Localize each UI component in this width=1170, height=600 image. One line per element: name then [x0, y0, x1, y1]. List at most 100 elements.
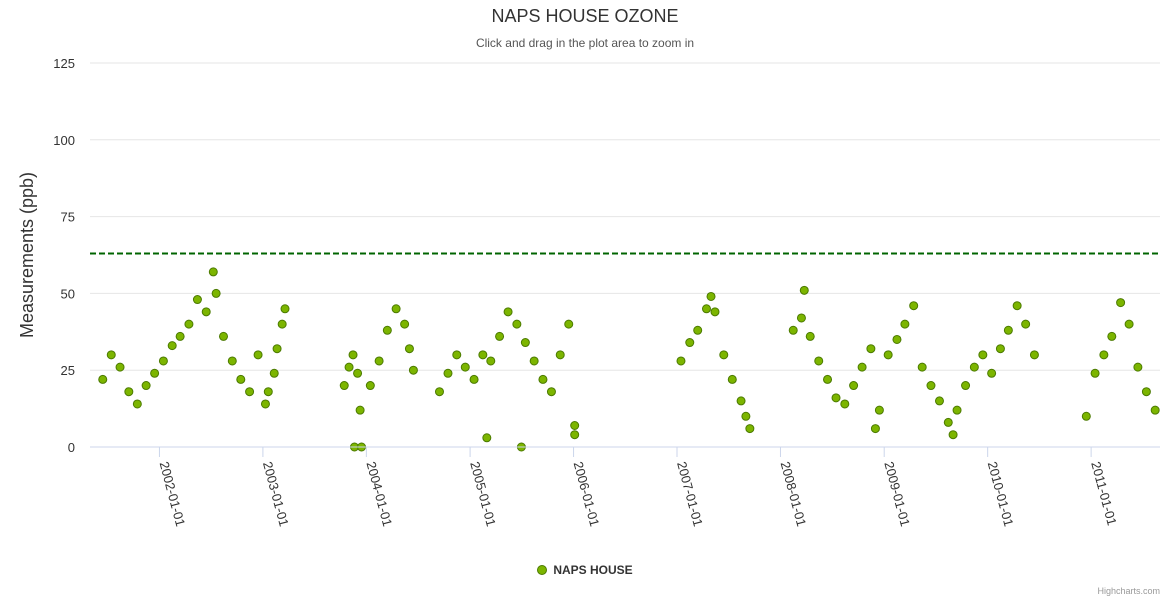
- data-point[interactable]: [365, 381, 375, 391]
- data-point[interactable]: [570, 420, 580, 430]
- data-point[interactable]: [1141, 387, 1151, 397]
- data-point[interactable]: [883, 350, 893, 360]
- data-point[interactable]: [727, 374, 737, 384]
- data-point[interactable]: [719, 350, 729, 360]
- data-point[interactable]: [184, 319, 194, 329]
- data-point[interactable]: [98, 374, 108, 384]
- data-point[interactable]: [201, 307, 211, 317]
- data-point[interactable]: [382, 325, 392, 335]
- data-point[interactable]: [710, 307, 720, 317]
- data-point[interactable]: [823, 374, 833, 384]
- data-point[interactable]: [564, 319, 574, 329]
- data-point[interactable]: [676, 356, 686, 366]
- data-point[interactable]: [495, 331, 505, 341]
- data-point[interactable]: [158, 356, 168, 366]
- data-point[interactable]: [529, 356, 539, 366]
- data-point[interactable]: [1081, 411, 1091, 421]
- data-point[interactable]: [236, 374, 246, 384]
- data-point[interactable]: [1133, 362, 1143, 372]
- data-point[interactable]: [452, 350, 462, 360]
- data-point[interactable]: [263, 387, 273, 397]
- data-point[interactable]: [391, 304, 401, 314]
- data-point[interactable]: [192, 295, 202, 305]
- data-point[interactable]: [150, 368, 160, 378]
- data-point[interactable]: [277, 319, 287, 329]
- data-point[interactable]: [1107, 331, 1117, 341]
- data-point[interactable]: [943, 417, 953, 427]
- data-point[interactable]: [870, 424, 880, 434]
- data-point[interactable]: [280, 304, 290, 314]
- data-point[interactable]: [124, 387, 134, 397]
- data-point[interactable]: [969, 362, 979, 372]
- data-point[interactable]: [219, 331, 229, 341]
- data-point[interactable]: [443, 368, 453, 378]
- data-point[interactable]: [404, 344, 414, 354]
- data-point[interactable]: [736, 396, 746, 406]
- data-point[interactable]: [132, 399, 142, 409]
- data-point[interactable]: [115, 362, 125, 372]
- data-point[interactable]: [1003, 325, 1013, 335]
- legend-item-naps-house[interactable]: NAPS HOUSE: [537, 563, 633, 577]
- data-point[interactable]: [857, 362, 867, 372]
- data-point[interactable]: [706, 291, 716, 301]
- data-point[interactable]: [272, 344, 282, 354]
- data-point[interactable]: [978, 350, 988, 360]
- data-point[interactable]: [555, 350, 565, 360]
- data-point[interactable]: [701, 304, 711, 314]
- data-point[interactable]: [227, 356, 237, 366]
- data-point[interactable]: [353, 368, 363, 378]
- data-point[interactable]: [987, 368, 997, 378]
- data-point[interactable]: [538, 374, 548, 384]
- data-point[interactable]: [175, 331, 185, 341]
- data-point[interactable]: [503, 307, 513, 317]
- data-point[interactable]: [693, 325, 703, 335]
- data-point[interactable]: [520, 338, 530, 348]
- data-point[interactable]: [1012, 301, 1022, 311]
- data-point[interactable]: [840, 399, 850, 409]
- data-point[interactable]: [141, 381, 151, 391]
- data-point[interactable]: [408, 365, 418, 375]
- data-point[interactable]: [1021, 319, 1031, 329]
- data-point[interactable]: [339, 381, 349, 391]
- data-point[interactable]: [1090, 368, 1100, 378]
- data-point[interactable]: [269, 368, 279, 378]
- data-point[interactable]: [849, 381, 859, 391]
- data-point[interactable]: [355, 405, 365, 415]
- data-point[interactable]: [344, 362, 354, 372]
- data-point[interactable]: [482, 433, 492, 443]
- data-point[interactable]: [831, 393, 841, 403]
- data-point[interactable]: [253, 350, 263, 360]
- data-point[interactable]: [685, 338, 695, 348]
- data-point[interactable]: [348, 350, 358, 360]
- data-point[interactable]: [934, 396, 944, 406]
- data-point[interactable]: [167, 341, 177, 351]
- data-point[interactable]: [486, 356, 496, 366]
- data-point[interactable]: [874, 405, 884, 415]
- data-point[interactable]: [745, 424, 755, 434]
- data-point[interactable]: [866, 344, 876, 354]
- data-point[interactable]: [814, 356, 824, 366]
- data-point[interactable]: [211, 288, 221, 298]
- data-point[interactable]: [909, 301, 919, 311]
- data-point[interactable]: [245, 387, 255, 397]
- data-point[interactable]: [546, 387, 556, 397]
- data-point[interactable]: [374, 356, 384, 366]
- data-point[interactable]: [788, 325, 798, 335]
- data-point[interactable]: [512, 319, 522, 329]
- data-point[interactable]: [570, 430, 580, 440]
- data-point[interactable]: [952, 405, 962, 415]
- data-point[interactable]: [400, 319, 410, 329]
- data-point[interactable]: [106, 350, 116, 360]
- data-point[interactable]: [469, 374, 479, 384]
- data-point[interactable]: [1099, 350, 1109, 360]
- data-point[interactable]: [961, 381, 971, 391]
- data-point[interactable]: [926, 381, 936, 391]
- data-point[interactable]: [917, 362, 927, 372]
- data-point[interactable]: [260, 399, 270, 409]
- data-point[interactable]: [478, 350, 488, 360]
- data-point[interactable]: [900, 319, 910, 329]
- data-point[interactable]: [741, 411, 751, 421]
- data-point[interactable]: [799, 285, 809, 295]
- data-point[interactable]: [434, 387, 444, 397]
